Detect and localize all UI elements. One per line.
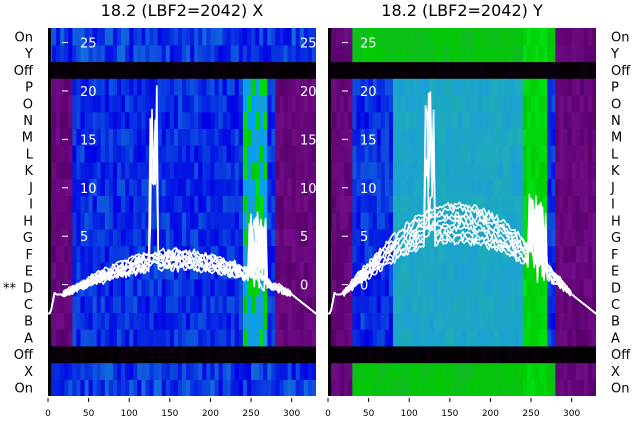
row-label: F (611, 248, 618, 263)
row-label: M (611, 131, 622, 146)
x-tick-label: 50 (83, 409, 95, 419)
row-label: A (24, 331, 33, 346)
y-tick-label: 5 (80, 230, 88, 245)
row-label: C (24, 298, 33, 313)
row-label: X (611, 365, 620, 380)
y-tick-label-right: 20 (300, 85, 317, 100)
row-label: L (26, 147, 34, 162)
x-tick-label: 50 (363, 409, 375, 419)
row-label: C (611, 298, 620, 313)
y-tick-label: 25 (360, 37, 377, 52)
x-tick-label: 300 (563, 409, 580, 419)
row-label: I (611, 198, 615, 213)
row-label: Y (610, 47, 619, 62)
y-tick-label-right: 25 (300, 37, 317, 52)
row-label: E (25, 265, 33, 280)
row-label: O (611, 97, 621, 112)
row-label: L (611, 147, 619, 162)
row-label: D (611, 281, 621, 296)
row-label: G (611, 231, 621, 246)
heatmap-2 (328, 28, 596, 396)
y-tick-label-right: 5 (300, 230, 308, 245)
trace-9 (328, 201, 596, 315)
y-tick-label: 20 (80, 85, 97, 100)
y-tick-label: 15 (360, 133, 377, 148)
y-tick-label-right: 15 (300, 133, 317, 148)
row-label: M (22, 131, 33, 146)
row-label: N (611, 114, 621, 129)
row-label: On (15, 382, 33, 397)
trace-9 (48, 247, 316, 315)
x-tick-label: 300 (283, 409, 300, 419)
x-tick-label: 200 (482, 409, 499, 419)
row-label: H (23, 214, 33, 229)
y-tick-label: 25 (80, 37, 97, 52)
x-tick-label: 0 (325, 409, 331, 419)
row-label: E (611, 265, 619, 280)
row-label: P (611, 81, 619, 96)
row-label: X (24, 365, 33, 380)
heatmap-1 (48, 28, 316, 396)
x-tick-label: 0 (45, 409, 51, 419)
row-label: B (611, 315, 620, 330)
y-tick-label: 0 (80, 279, 88, 294)
x-tick-label: 150 (441, 409, 458, 419)
row-label: G (23, 231, 33, 246)
y-tick-label: 20 (360, 85, 377, 100)
row-label: B (24, 315, 33, 330)
trace-8 (328, 205, 596, 315)
row-label: On (611, 30, 629, 45)
row-label: O (23, 97, 33, 112)
row-label: A (611, 331, 620, 346)
row-label: Off (611, 348, 631, 363)
y-tick-label: 10 (360, 182, 377, 197)
row-label: Off (14, 64, 34, 79)
y-tick-label: 15 (80, 133, 97, 148)
row-label: K (24, 164, 33, 179)
row-marker: ** (3, 281, 17, 296)
row-label: N (23, 114, 33, 129)
chart-title: 18.2 (LBF2=2042) Y (381, 1, 543, 20)
row-label: K (611, 164, 620, 179)
y-tick-label: 10 (80, 182, 97, 197)
x-tick-label: 100 (121, 409, 138, 419)
row-label: F (26, 248, 33, 263)
y-tick-label-right: 10 (300, 182, 317, 197)
chart-title: 18.2 (LBF2=2042) X (101, 1, 264, 20)
row-label: Off (14, 348, 34, 363)
row-label: J (28, 181, 33, 196)
y-tick-label-right: 0 (300, 279, 308, 294)
row-label: Y (24, 47, 33, 62)
trace-7 (328, 211, 596, 315)
x-tick-label: 100 (401, 409, 418, 419)
row-label: Off (611, 64, 631, 79)
y-tick-label: 5 (360, 230, 368, 245)
row-label: D (23, 281, 33, 296)
trace-3 (328, 92, 596, 315)
row-label: On (15, 30, 33, 45)
x-tick-label: 150 (161, 409, 178, 419)
x-tick-label: 250 (242, 409, 259, 419)
row-label: H (611, 214, 621, 229)
row-label: P (25, 81, 33, 96)
row-label: On (611, 382, 629, 397)
x-tick-label: 200 (202, 409, 219, 419)
y-tick-label: 0 (360, 279, 368, 294)
row-label: J (610, 181, 615, 196)
row-label: I (29, 198, 33, 213)
x-tick-label: 250 (522, 409, 539, 419)
